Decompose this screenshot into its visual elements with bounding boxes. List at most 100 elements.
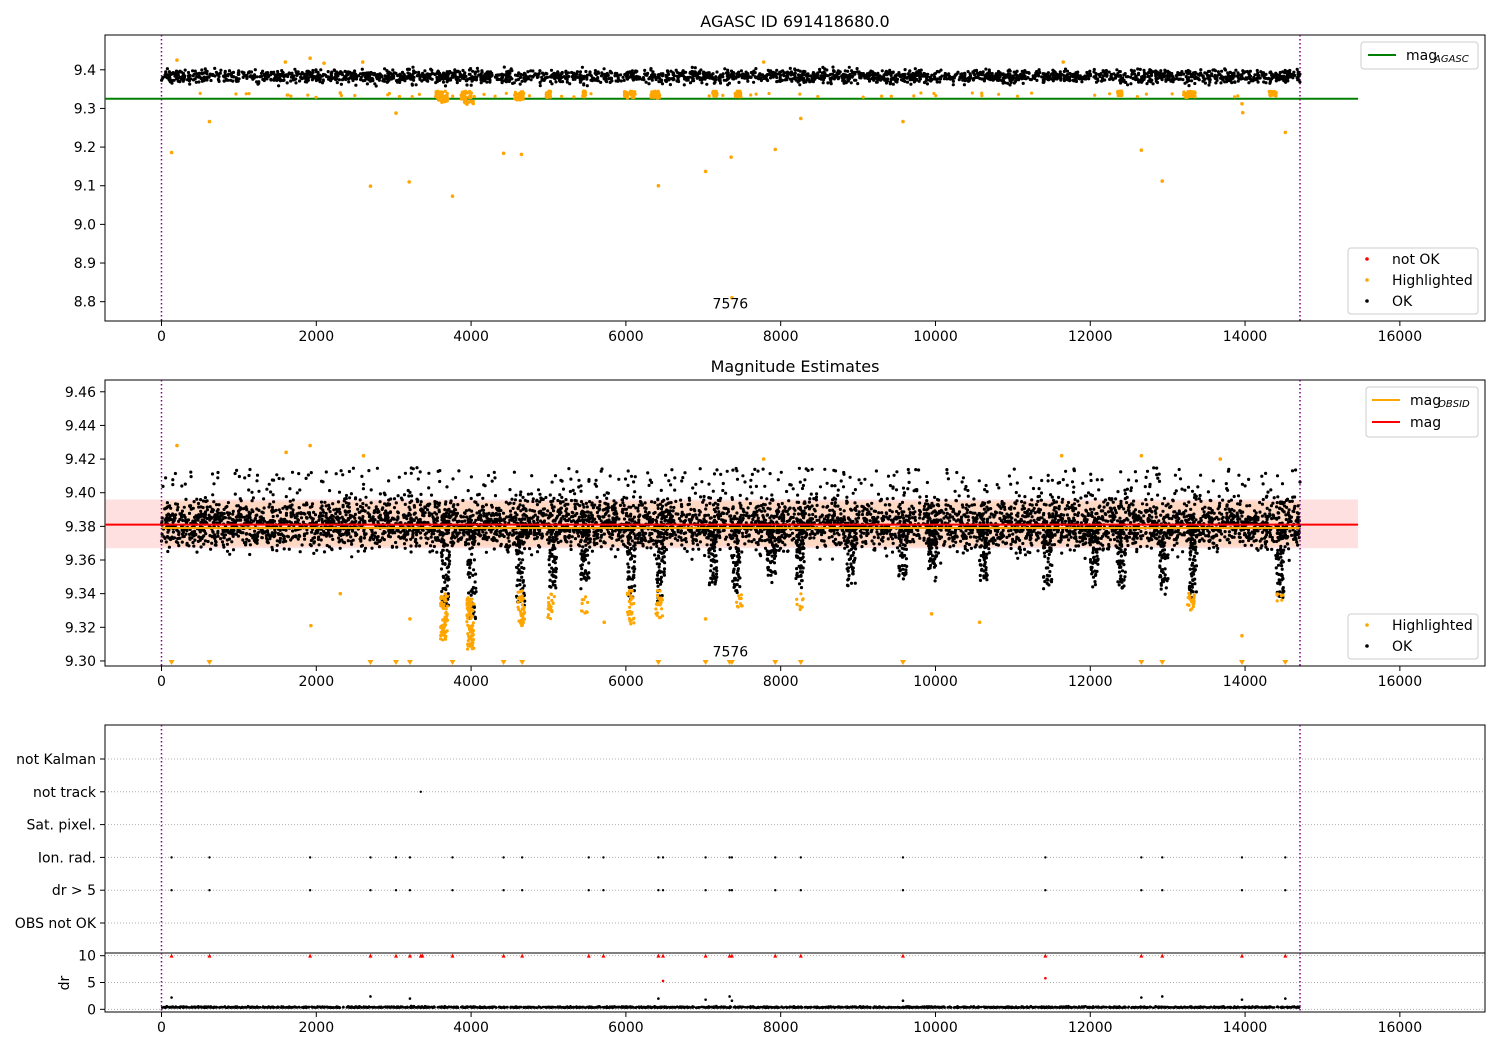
clipped-triangle — [655, 660, 662, 665]
flag-point — [308, 889, 312, 892]
flag-point — [394, 889, 398, 892]
dr-outlier — [901, 999, 905, 1003]
chart-title: Magnitude Estimates — [711, 357, 880, 376]
dr-outlier — [408, 997, 412, 1000]
x-tick-label: 14000 — [1223, 1020, 1268, 1036]
highlighted-point — [602, 620, 607, 625]
flag-point — [451, 889, 454, 892]
x-tick-label: 14000 — [1223, 329, 1268, 345]
highlighted-point — [284, 450, 288, 455]
highlighted-point — [761, 457, 766, 461]
x-tick-label: 0 — [157, 674, 166, 690]
clipped-triangle — [519, 660, 526, 665]
highlighted-point — [309, 623, 313, 628]
x-tick-label: 2000 — [298, 674, 334, 690]
flag-point — [730, 889, 734, 892]
y-tick-label: 9.34 — [65, 587, 96, 603]
highlighted-point — [1218, 457, 1223, 461]
flag-point — [587, 856, 590, 859]
legend-lower: Highlighted OK — [1347, 613, 1479, 660]
flag-point — [1140, 889, 1143, 892]
highlighted-cluster-points — [198, 89, 1278, 107]
dr-outlier — [369, 995, 372, 998]
flag-point — [1044, 856, 1047, 859]
clipped-dr-marker — [394, 953, 399, 958]
flag-point — [451, 856, 454, 859]
flag-point — [728, 889, 731, 892]
highlighted-point — [407, 180, 411, 184]
clipped-dr-marker — [368, 953, 373, 958]
highlighted-point — [703, 169, 708, 174]
flag-point — [408, 889, 412, 892]
legend-marker — [1365, 257, 1369, 261]
flag-point — [901, 856, 905, 859]
highlighted-point — [322, 61, 326, 66]
flag-point — [657, 889, 660, 892]
legend-label: OK — [1392, 294, 1413, 310]
flag-point — [1161, 856, 1164, 859]
legend-label: Highlighted — [1392, 618, 1473, 634]
highlighted-point — [729, 155, 733, 159]
flag-row-label: OBS not OK — [15, 916, 97, 932]
clipped-triangle — [702, 660, 709, 665]
dr-outlier — [730, 999, 734, 1003]
flag-point — [502, 856, 505, 859]
dr-panel: 0 2000 4000 6000 8000 10000 12000 14000 16000 0 5 1… — [57, 949, 1486, 1036]
x-tick-label: 6000 — [608, 674, 644, 690]
highlighted-point — [308, 56, 312, 60]
flag-point — [208, 889, 211, 892]
flag-point — [704, 889, 707, 892]
highlighted-point — [1139, 148, 1144, 152]
x-tick-label: 8000 — [763, 329, 799, 345]
clipped-dr-marker — [420, 953, 425, 958]
x-tick-label: 16000 — [1378, 674, 1423, 690]
legend-sub: OBSID — [1438, 399, 1470, 410]
legend-marker — [1365, 278, 1369, 282]
flag-point — [520, 889, 524, 892]
clipped-dr-marker — [520, 953, 525, 958]
clipped-dr-marker — [1043, 953, 1048, 958]
highlighted-point — [1160, 179, 1165, 183]
flag-point — [520, 856, 524, 859]
y-tick-label: 8.9 — [74, 256, 96, 272]
x-tick-label: 8000 — [763, 1020, 799, 1036]
clipped-triangle — [728, 660, 735, 665]
highlighted-point — [368, 184, 373, 188]
y-tick-label: 0 — [87, 1002, 96, 1018]
legend-label: not OK — [1392, 252, 1440, 268]
x-tick-label: 10000 — [913, 674, 958, 690]
x-tick-label: 16000 — [1378, 1020, 1423, 1036]
highlighted-point — [1240, 110, 1245, 115]
highlighted-point — [361, 453, 366, 458]
clipped-dr-marker — [407, 953, 412, 958]
clipped-triangle — [500, 660, 507, 665]
clipped-dr-marker — [1283, 953, 1288, 958]
axes-frame — [104, 34, 1486, 322]
dr-outlier — [1044, 976, 1047, 980]
y-tick-label: 9.2 — [74, 140, 96, 156]
dr-outlier — [170, 996, 173, 999]
legend-label: mag — [1410, 393, 1441, 409]
flag-point — [170, 889, 173, 892]
clipped-dr-marker — [1239, 953, 1244, 958]
flag-point — [661, 856, 665, 859]
clipped-dr-marker — [729, 953, 734, 958]
x-tick-label: 12000 — [1068, 674, 1113, 690]
flag-point — [419, 790, 422, 793]
agasc-mag-panel: AGASC ID 691418680.0 7576 0 2000 4000 6000 800… — [74, 12, 1486, 345]
flag-point — [730, 856, 734, 859]
x-tick-label: 16000 — [1378, 329, 1423, 345]
legend-marker — [1365, 299, 1369, 303]
clipped-dr-marker — [773, 953, 778, 958]
clipped-triangle — [899, 660, 906, 665]
clipped-dr-marker — [656, 953, 661, 958]
clipped-dr-marker — [207, 953, 212, 958]
x-tick-label: 0 — [157, 1020, 166, 1036]
ok-points — [160, 65, 1302, 88]
clipped-dr-marker — [450, 953, 455, 958]
clipped-triangle — [449, 660, 456, 665]
dr-outlier — [704, 998, 707, 1001]
x-tick-label: 2000 — [298, 329, 334, 345]
dr-outlier — [657, 997, 660, 1000]
